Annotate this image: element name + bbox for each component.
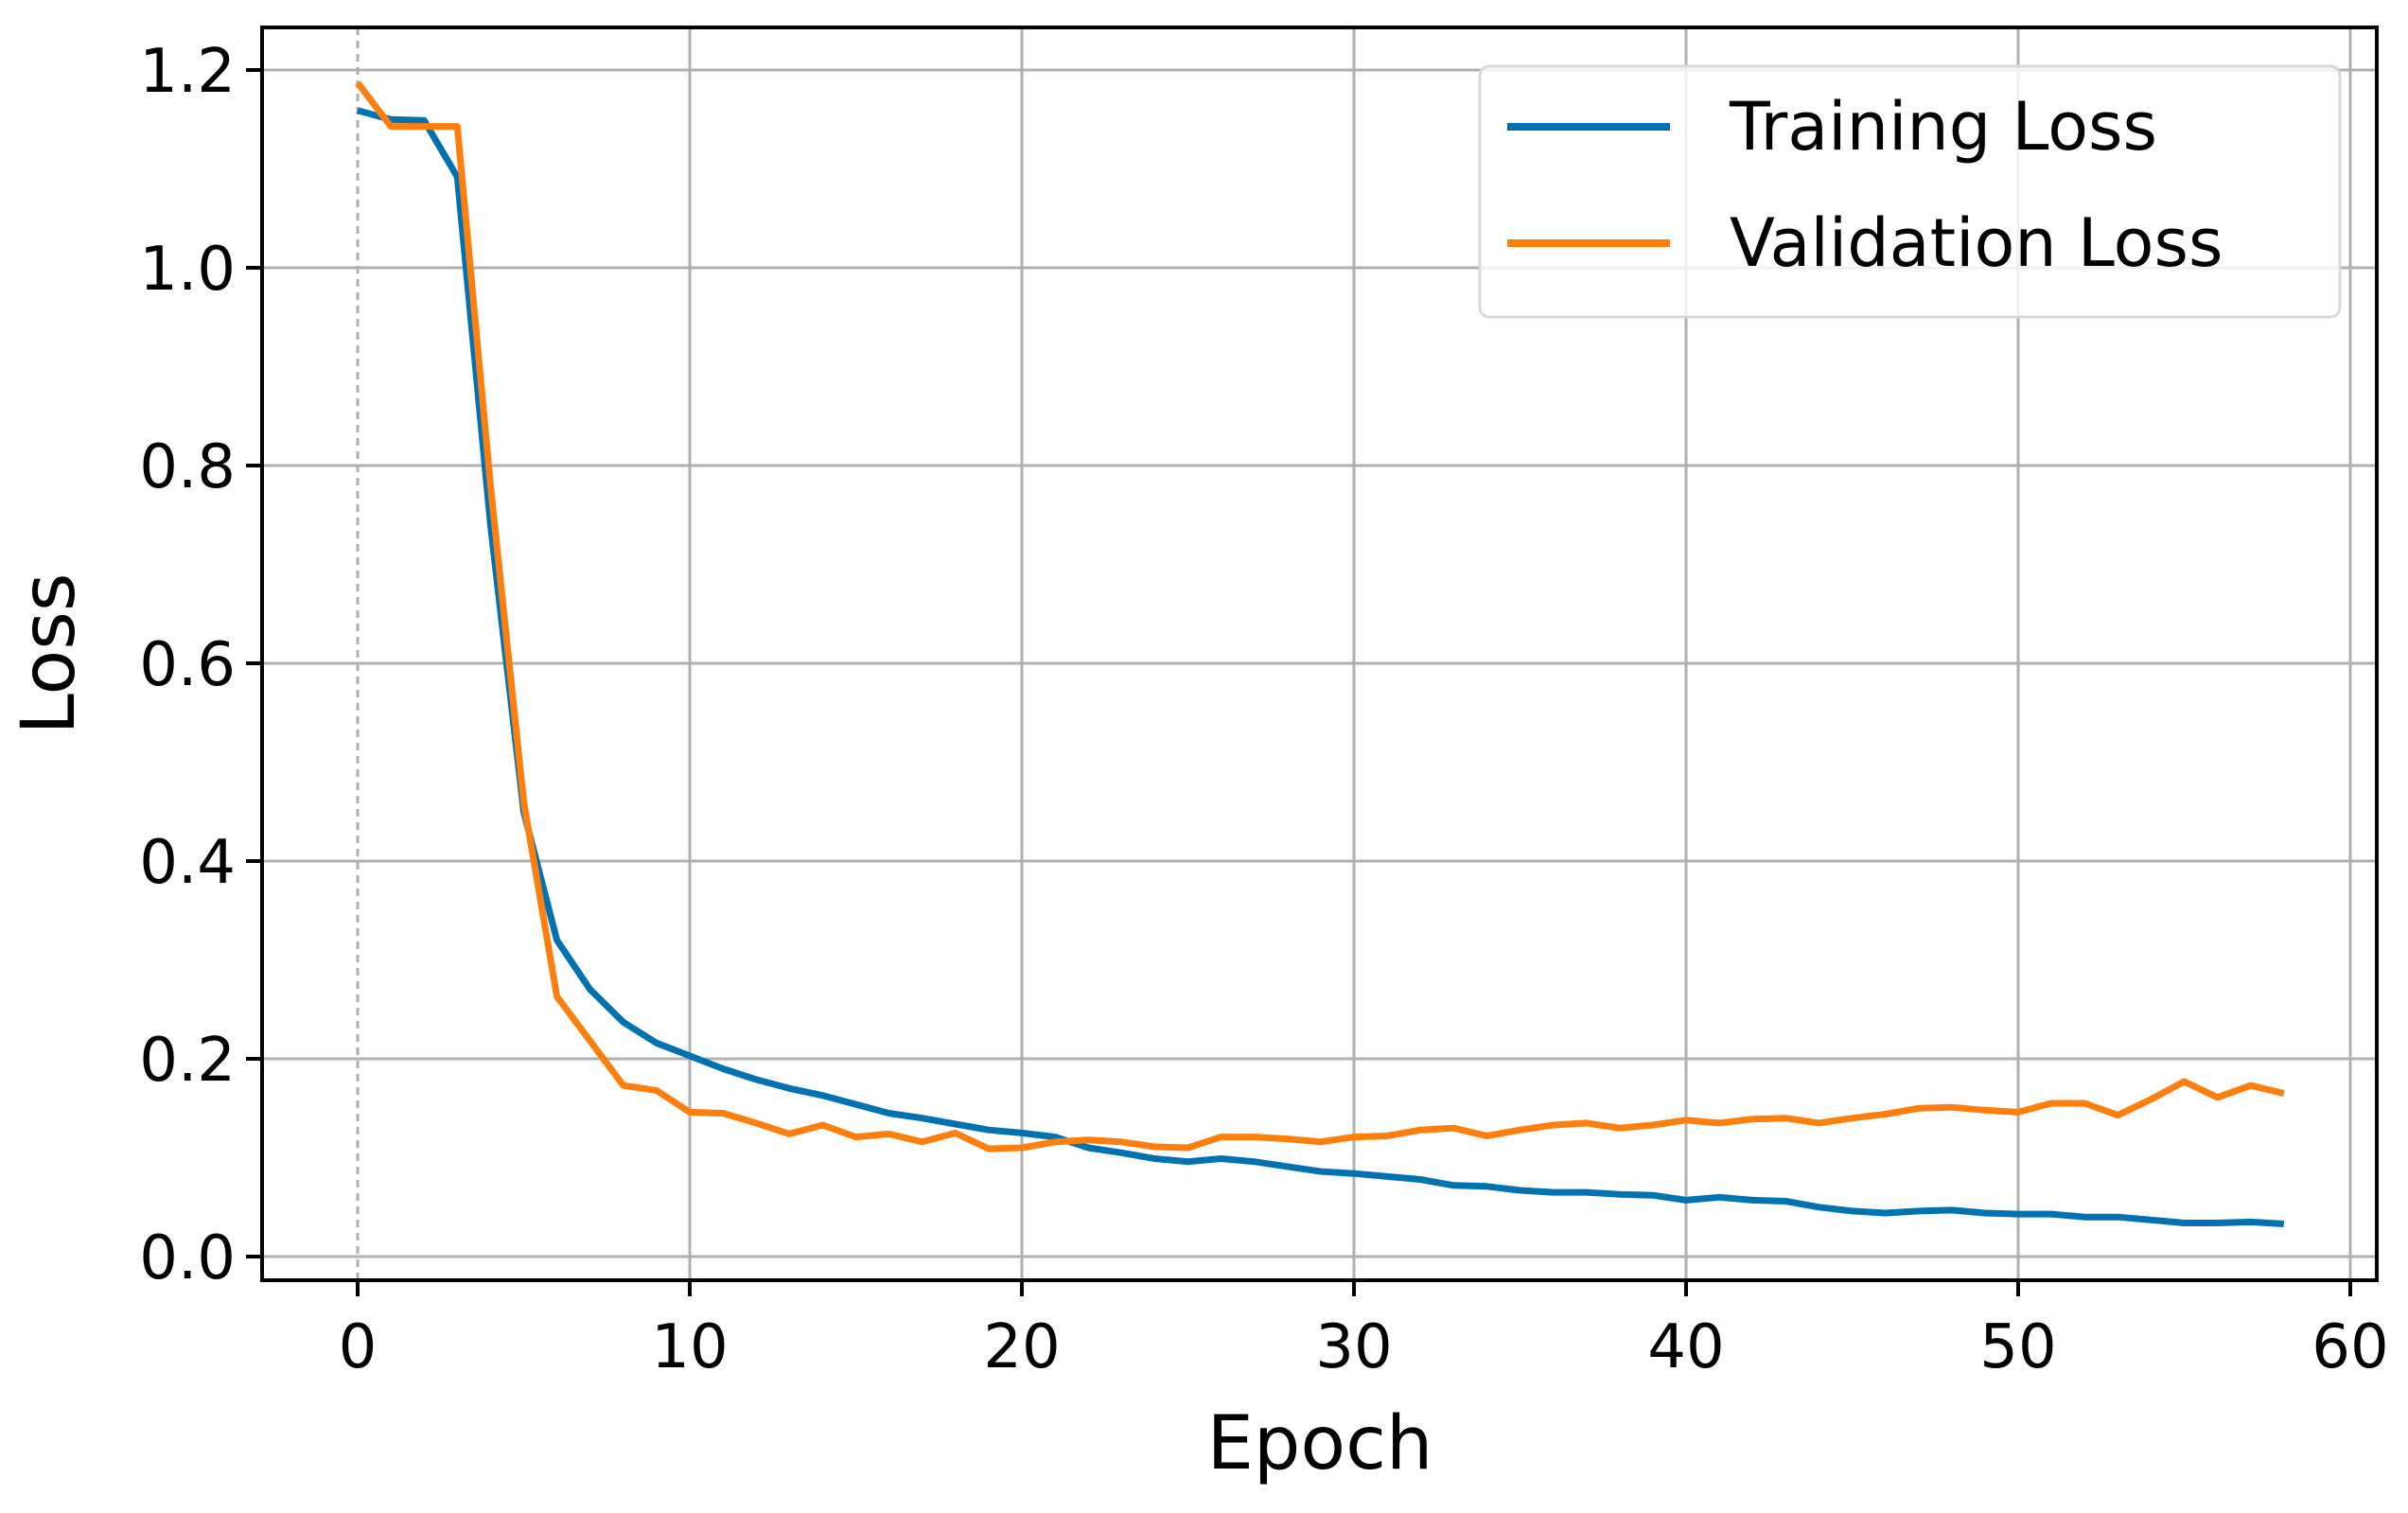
y-tick-label: 0.6 <box>139 630 236 700</box>
training-loss-line <box>357 107 2285 1227</box>
validation-loss-line <box>355 80 2285 1152</box>
legend-label-validation: Validation Loss <box>1730 204 2223 282</box>
legend: Training Loss Validation Loss <box>1478 64 2342 319</box>
x-tick-label: 20 <box>983 1312 1060 1382</box>
y-tick-label: 1.2 <box>139 37 236 107</box>
y-tick-label: 0.4 <box>139 828 236 898</box>
legend-label-training: Training Loss <box>1729 88 2157 166</box>
x-tick-label: 60 <box>2311 1312 2388 1382</box>
x-tick-label: 40 <box>1647 1312 1724 1382</box>
y-axis-label: Loss <box>7 572 92 734</box>
y-tick-label: 0.8 <box>139 432 236 502</box>
x-tick-label: 10 <box>651 1312 728 1382</box>
y-tick-label: 0.2 <box>139 1026 236 1096</box>
y-axis-ticks: 0.0 0.2 0.4 0.6 0.8 1.0 1.2 <box>139 37 262 1293</box>
y-tick-label: 1.0 <box>139 235 236 305</box>
x-axis-label: Epoch <box>1207 1401 1433 1487</box>
x-axis-ticks: 0 10 20 30 40 50 60 <box>339 1280 2389 1382</box>
x-tick-label: 30 <box>1315 1312 1392 1382</box>
x-tick-label: 0 <box>339 1312 378 1382</box>
x-tick-label: 50 <box>1979 1312 2056 1382</box>
legend-box <box>1478 64 2342 319</box>
plot-frame <box>260 26 2379 1282</box>
series-lines <box>355 80 2285 1227</box>
y-tick-label: 0.0 <box>139 1223 236 1293</box>
